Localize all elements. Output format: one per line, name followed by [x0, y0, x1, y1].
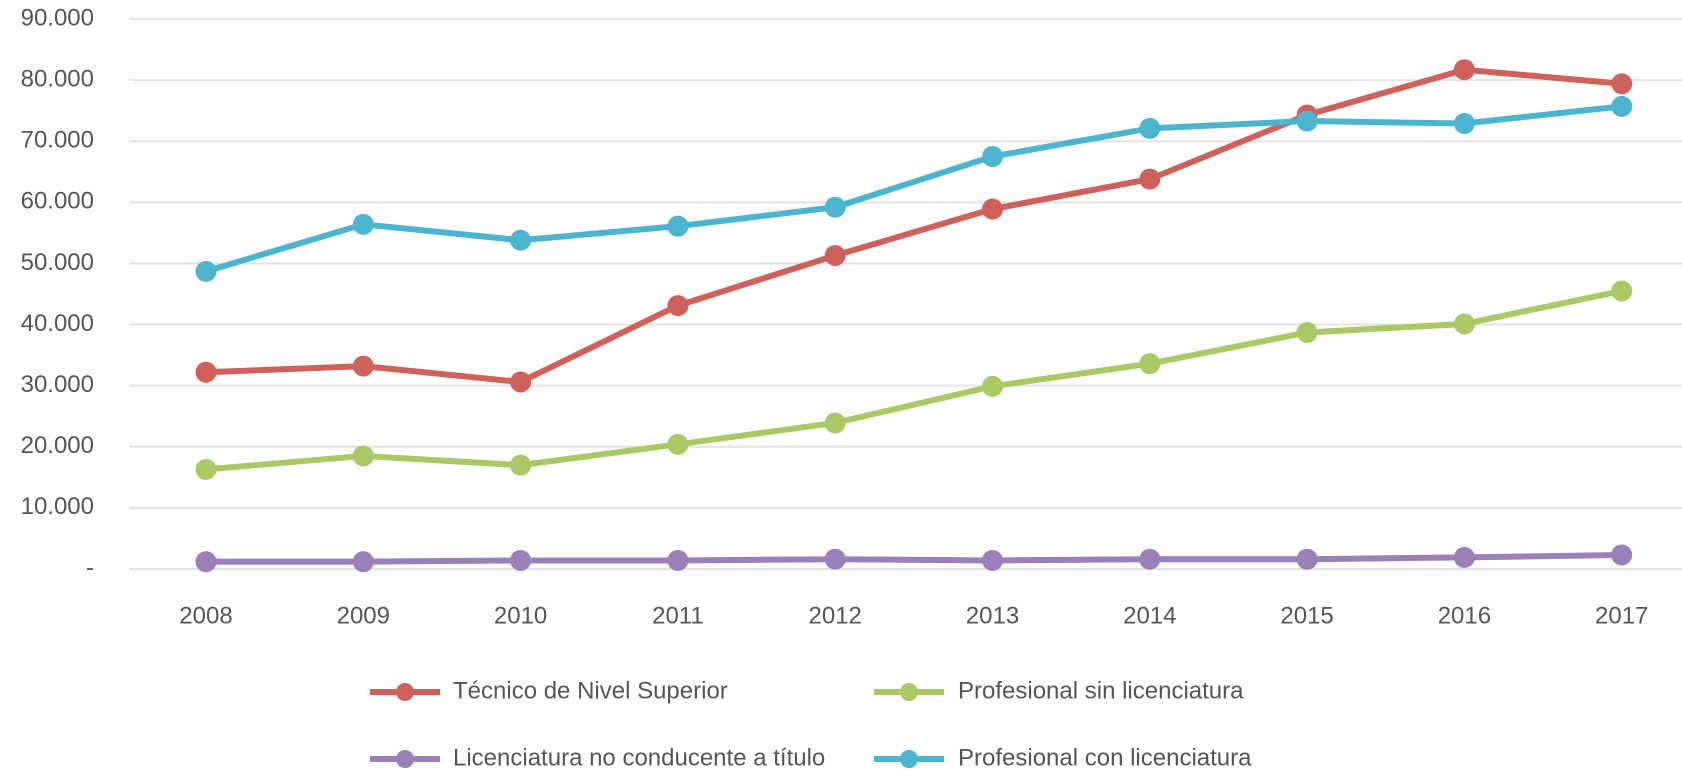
- data-point: [1453, 546, 1475, 568]
- data-point: [824, 548, 846, 570]
- y-tick-label: 20.000: [21, 432, 94, 459]
- series: [195, 95, 1633, 282]
- y-tick-label: 50.000: [21, 249, 94, 276]
- data-point: [1139, 168, 1161, 190]
- data-point: [667, 433, 689, 455]
- x-tick-label: 2008: [179, 602, 232, 629]
- x-tick-label: 2017: [1595, 602, 1648, 629]
- data-point: [352, 551, 374, 573]
- data-point: [667, 549, 689, 571]
- series-line: [205, 103, 1623, 275]
- data-point: [1296, 548, 1318, 570]
- y-tick-label: 60.000: [21, 188, 94, 215]
- data-point: [1453, 113, 1475, 134]
- series: [195, 544, 1633, 573]
- data-point: [510, 549, 532, 571]
- data-point: [1453, 313, 1475, 335]
- data-point: [982, 146, 1003, 167]
- data-point: [195, 260, 217, 282]
- data-point: [1296, 110, 1318, 132]
- legend-marker: [396, 683, 414, 701]
- legend-item: Técnico de Nivel Superior: [370, 677, 728, 704]
- data-point: [982, 549, 1003, 571]
- legend-marker: [900, 750, 918, 768]
- legend-label: Profesional con licenciatura: [958, 744, 1252, 771]
- y-tick-label: 80.000: [21, 65, 94, 92]
- series: [195, 59, 1633, 393]
- x-tick-label: 2015: [1280, 602, 1333, 629]
- y-tick-label: 70.000: [21, 127, 94, 154]
- x-tick-label: 2010: [494, 602, 547, 629]
- legend-label: Técnico de Nivel Superior: [453, 677, 728, 704]
- data-point: [824, 245, 846, 266]
- legend-item: Licenciatura no conducente a título: [370, 744, 825, 771]
- data-point: [667, 295, 689, 317]
- series-line: [205, 66, 1622, 385]
- data-point: [1139, 353, 1161, 375]
- legend-label: Profesional sin licenciatura: [958, 677, 1244, 704]
- y-tick-label: -: [86, 554, 94, 581]
- legend-item: Profesional sin licenciatura: [874, 677, 1244, 704]
- y-tick-label: 90.000: [21, 4, 94, 31]
- data-point: [195, 551, 217, 573]
- y-tick-label: 40.000: [21, 310, 94, 337]
- legend-item: Profesional con licenciatura: [874, 744, 1252, 771]
- data-point: [1611, 95, 1633, 117]
- data-point: [352, 445, 374, 467]
- data-point: [1139, 548, 1161, 570]
- data-point: [1296, 322, 1318, 343]
- x-tick-label: 2012: [809, 602, 862, 629]
- data-point: [510, 229, 532, 251]
- legend-marker: [900, 683, 918, 701]
- x-tick-label: 2011: [652, 602, 704, 629]
- data-point: [352, 213, 374, 235]
- data-point: [195, 361, 217, 383]
- x-tick-label: 2014: [1123, 602, 1176, 629]
- legend-marker: [396, 750, 414, 768]
- data-point: [982, 198, 1003, 220]
- series-line: [206, 551, 1622, 565]
- series-line: [205, 288, 1623, 473]
- data-point: [667, 215, 689, 237]
- x-tick-label: 2013: [966, 602, 1019, 629]
- data-point: [824, 412, 846, 434]
- data-point: [1453, 59, 1475, 81]
- data-point: [352, 355, 374, 377]
- data-point: [1611, 73, 1633, 95]
- data-point: [1139, 117, 1161, 139]
- data-point: [510, 454, 532, 476]
- x-tick-label: 2016: [1438, 602, 1491, 629]
- data-point: [510, 371, 532, 393]
- x-tick-label: 2009: [337, 602, 390, 629]
- data-point: [824, 196, 846, 218]
- data-point: [1611, 544, 1633, 566]
- data-point: [195, 458, 217, 480]
- legend-label: Licenciatura no conducente a título: [453, 744, 825, 771]
- data-point: [982, 375, 1003, 397]
- series: [195, 280, 1633, 480]
- y-tick-label: 30.000: [21, 371, 94, 398]
- y-tick-label: 10.000: [21, 493, 94, 520]
- data-point: [1611, 280, 1633, 302]
